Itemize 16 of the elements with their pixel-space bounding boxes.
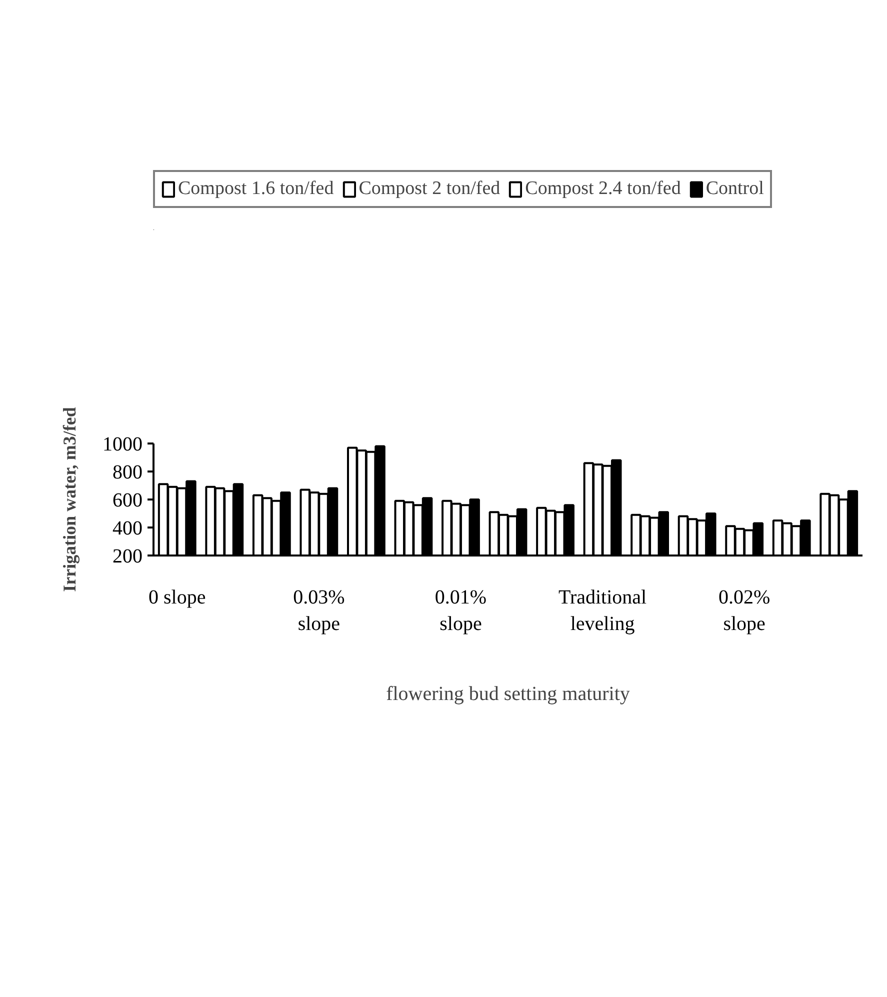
- y-tick-label: 200: [112, 546, 142, 568]
- legend-label: Compost 2 ton/fed: [358, 178, 500, 200]
- y-tick-label: 800: [112, 462, 142, 484]
- y-tick-label: 400: [112, 518, 142, 540]
- x-tick-label: 0.01% slope: [434, 586, 487, 635]
- x-tick-label: 0.02% slope: [718, 586, 770, 635]
- y-axis-title: Irrigation water, m3/fed: [60, 407, 80, 592]
- x-axis-title: flowering bud setting maturity: [386, 682, 630, 705]
- legend-label: Control: [706, 178, 764, 200]
- x-tick-label: 0.03% slope: [293, 586, 345, 635]
- x-tick-label: Traditional leveling: [558, 586, 648, 635]
- x-tick-label: 0 slope: [148, 586, 206, 608]
- y-tick-label: 600: [112, 490, 142, 512]
- legend-label: Compost 1.6 ton/fed: [178, 178, 334, 200]
- legend-label: Compost 2.4 ton/fed: [525, 178, 681, 200]
- y-tick-label: 1000: [102, 434, 142, 456]
